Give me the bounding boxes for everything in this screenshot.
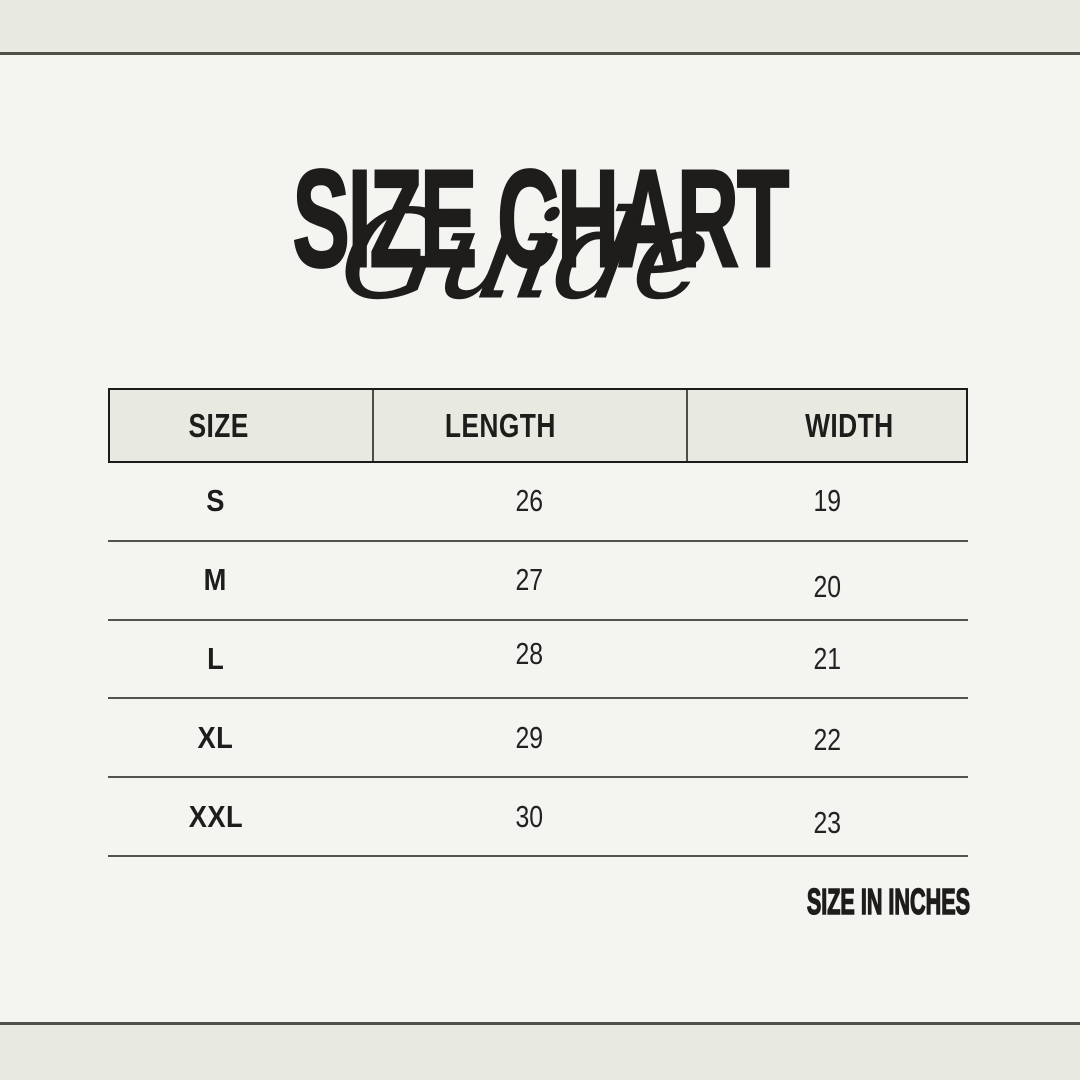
cell-width: 19 bbox=[813, 483, 842, 519]
cell-length: 29 bbox=[515, 719, 543, 755]
cell-width: 21 bbox=[813, 640, 842, 676]
header-cell-width: WIDTH bbox=[686, 390, 966, 461]
table-body: S 26 19 M 27 20 L 28 21 XL 29 22 XXL 30 bbox=[108, 463, 968, 857]
cell-length: 27 bbox=[515, 562, 543, 598]
header-label-length: LENGTH bbox=[444, 406, 556, 444]
cell-size: M bbox=[203, 562, 228, 598]
table-row-s: S 26 19 bbox=[108, 463, 968, 542]
title-script-guide: Guide bbox=[330, 184, 721, 327]
cell-size: S bbox=[206, 483, 225, 519]
cell-length: 30 bbox=[515, 798, 543, 834]
page-title: SIZE CHART bbox=[292, 142, 790, 296]
bottom-band bbox=[0, 1025, 1080, 1080]
size-table: SIZE LENGTH WIDTH S 26 19 M 27 20 L 28 bbox=[108, 388, 968, 857]
bottom-rule bbox=[0, 1022, 1080, 1025]
cell-width: 20 bbox=[813, 569, 842, 605]
cell-length: 26 bbox=[515, 483, 543, 519]
header-cell-size: SIZE bbox=[110, 390, 372, 461]
table-row-l: L 28 21 bbox=[108, 621, 968, 700]
header-label-width: WIDTH bbox=[804, 406, 894, 444]
cell-length: 28 bbox=[515, 635, 543, 671]
header-label-size: SIZE bbox=[188, 406, 250, 444]
cell-width: 23 bbox=[813, 804, 842, 840]
top-band bbox=[0, 0, 1080, 52]
cell-size: XL bbox=[197, 719, 234, 755]
cell-width: 22 bbox=[813, 721, 842, 757]
cell-size: XXL bbox=[188, 798, 243, 834]
units-note: SIZE IN INCHES bbox=[806, 881, 970, 922]
table-row-m: M 27 20 bbox=[108, 542, 968, 621]
table-header-row: SIZE LENGTH WIDTH bbox=[108, 388, 968, 463]
header-cell-length: LENGTH bbox=[371, 390, 686, 461]
cell-size: L bbox=[207, 640, 225, 676]
table-row-xxl: XXL 30 23 bbox=[108, 778, 968, 857]
table-row-xl: XL 29 22 bbox=[108, 699, 968, 779]
top-rule bbox=[0, 52, 1080, 55]
